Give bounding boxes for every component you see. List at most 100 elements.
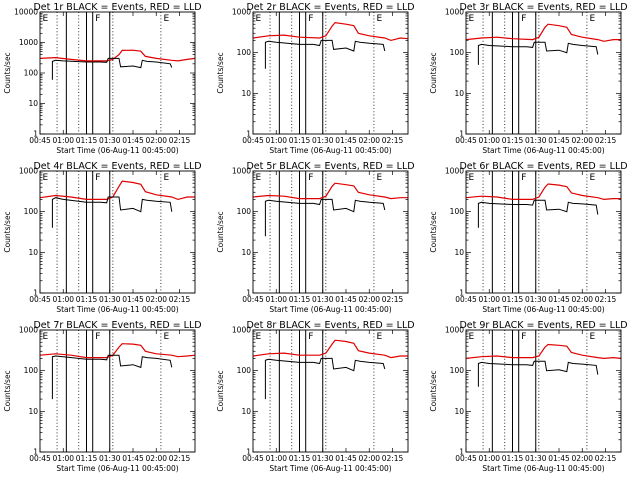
series-line-events	[477, 41, 599, 65]
x-tick-label: 02:15	[595, 295, 617, 304]
y-tick-label: 1	[33, 130, 38, 139]
flag-marker-F: F	[521, 14, 526, 24]
x-tick-label: 01:00	[52, 454, 74, 463]
plot-frame	[465, 329, 622, 453]
y-tick-label: 1	[459, 448, 464, 457]
y-tick-label: 100	[237, 207, 252, 216]
y-tick-label: 10	[454, 248, 464, 257]
y-axis-label: Counts/sec	[216, 370, 225, 411]
y-tick-label: 1000	[232, 326, 251, 335]
y-tick-label: 1	[459, 289, 464, 298]
y-tick-label: 10	[241, 89, 251, 98]
x-tick-label: 00:45	[242, 295, 264, 304]
series-line-events	[477, 360, 599, 387]
y-axis-label: Counts/sec	[216, 52, 225, 93]
flag-marker-E: E	[589, 14, 595, 24]
x-tick-label: 02:15	[382, 454, 404, 463]
x-tick-label: 02:15	[169, 295, 191, 304]
x-tick-label: 01:45	[335, 295, 357, 304]
x-tick-label: 02:15	[595, 136, 617, 145]
chart-panel-2: Det 2r BLACK = Events, RED = LLD Counts/s…	[216, 2, 415, 155]
flag-marker-E: E	[163, 173, 169, 183]
y-tick-label: 100	[237, 48, 252, 57]
series-line-lld	[252, 182, 408, 200]
plot-frame	[39, 11, 196, 135]
plot-frame	[39, 329, 196, 453]
x-tick-label: 02:15	[382, 136, 404, 145]
x-tick-label: 01:45	[335, 136, 357, 145]
x-tick-label: 01:30	[312, 454, 334, 463]
chart-panel-7: Det 7r BLACK = Events, RED = LLD Counts/s…	[3, 320, 202, 473]
y-tick-label: 1	[246, 289, 251, 298]
chart-title: Det 6r BLACK = Events, RED = LLD	[459, 161, 627, 172]
y-tick-label: 100	[450, 366, 465, 375]
x-axis-label: Start Time (06-Aug-11 00:45:00)	[56, 146, 178, 155]
x-tick-label: 01:45	[335, 454, 357, 463]
x-tick-label: 01:45	[548, 454, 570, 463]
y-tick-label: 1000	[19, 326, 38, 335]
flag-marker-F: F	[308, 173, 313, 183]
flag-marker-E: E	[469, 14, 475, 24]
flag-marker-E: E	[376, 332, 382, 342]
x-tick-label: 01:45	[548, 295, 570, 304]
x-tick-label: 01:15	[289, 295, 311, 304]
flag-marker-E: E	[469, 332, 475, 342]
flag-marker-E: E	[256, 332, 262, 342]
y-axis-label: Counts/sec	[216, 211, 225, 252]
chart-title: Det 9r BLACK = Events, RED = LLD	[459, 320, 627, 331]
series-line-lld	[465, 183, 621, 201]
y-axis-label: Counts/sec	[429, 370, 438, 411]
x-axis-label: Start Time (06-Aug-11 00:45:00)	[482, 464, 604, 473]
y-tick-label: 100	[24, 366, 39, 375]
x-tick-label: 02:00	[571, 454, 593, 463]
x-tick-label: 01:30	[312, 136, 334, 145]
plot-frame	[465, 170, 622, 294]
y-tick-label: 10	[241, 248, 251, 257]
x-tick-label: 00:45	[29, 295, 51, 304]
flag-marker-E: E	[376, 14, 382, 24]
series-line-events	[264, 39, 386, 69]
flag-marker-E: E	[43, 332, 49, 342]
y-tick-label: 1000	[19, 38, 38, 47]
x-tick-label: 01:00	[478, 295, 500, 304]
x-tick-label: 01:00	[478, 454, 500, 463]
flag-marker-E: E	[43, 14, 49, 24]
chart-title: Det 1r BLACK = Events, RED = LLD	[33, 2, 201, 13]
chart-panel-8: Det 8r BLACK = Events, RED = LLD Counts/s…	[216, 320, 415, 473]
y-tick-label: 1000	[19, 167, 38, 176]
series-line-events	[264, 357, 386, 400]
y-tick-label: 1000	[232, 8, 251, 17]
series-line-lld	[39, 49, 196, 62]
flag-marker-F: F	[308, 332, 313, 342]
chart-title: Det 4r BLACK = Events, RED = LLD	[33, 161, 201, 172]
y-tick-label: 10	[454, 89, 464, 98]
x-tick-label: 02:15	[595, 454, 617, 463]
chart-panel-1: Det 1r BLACK = Events, RED = LLD Counts/s…	[3, 2, 202, 155]
x-tick-label: 01:30	[99, 454, 121, 463]
x-tick-label: 01:00	[265, 454, 287, 463]
flag-marker-E: E	[589, 173, 595, 183]
series-line-lld	[465, 23, 621, 42]
y-axis-label: Counts/sec	[3, 211, 12, 252]
y-tick-label: 10	[28, 407, 38, 416]
y-axis-label: Counts/sec	[3, 370, 12, 411]
chart-title: Det 5r BLACK = Events, RED = LLD	[246, 161, 414, 172]
plot-frame	[252, 329, 409, 453]
y-tick-label: 10	[241, 407, 251, 416]
y-tick-label: 1000	[445, 326, 464, 335]
x-tick-label: 02:00	[358, 454, 380, 463]
flag-marker-E: E	[469, 173, 475, 183]
x-tick-label: 01:15	[76, 454, 98, 463]
x-tick-label: 01:15	[502, 136, 524, 145]
x-tick-label: 00:45	[29, 454, 51, 463]
x-tick-label: 01:45	[122, 295, 144, 304]
x-axis-label: Start Time (06-Aug-11 00:45:00)	[56, 464, 178, 473]
chart-title: Det 2r BLACK = Events, RED = LLD	[246, 2, 414, 13]
flag-marker-F: F	[95, 173, 100, 183]
y-tick-label: 1	[33, 289, 38, 298]
x-tick-label: 01:30	[525, 136, 547, 145]
y-tick-label: 10000	[14, 8, 38, 17]
x-tick-label: 01:00	[265, 295, 287, 304]
x-tick-label: 00:45	[29, 136, 51, 145]
